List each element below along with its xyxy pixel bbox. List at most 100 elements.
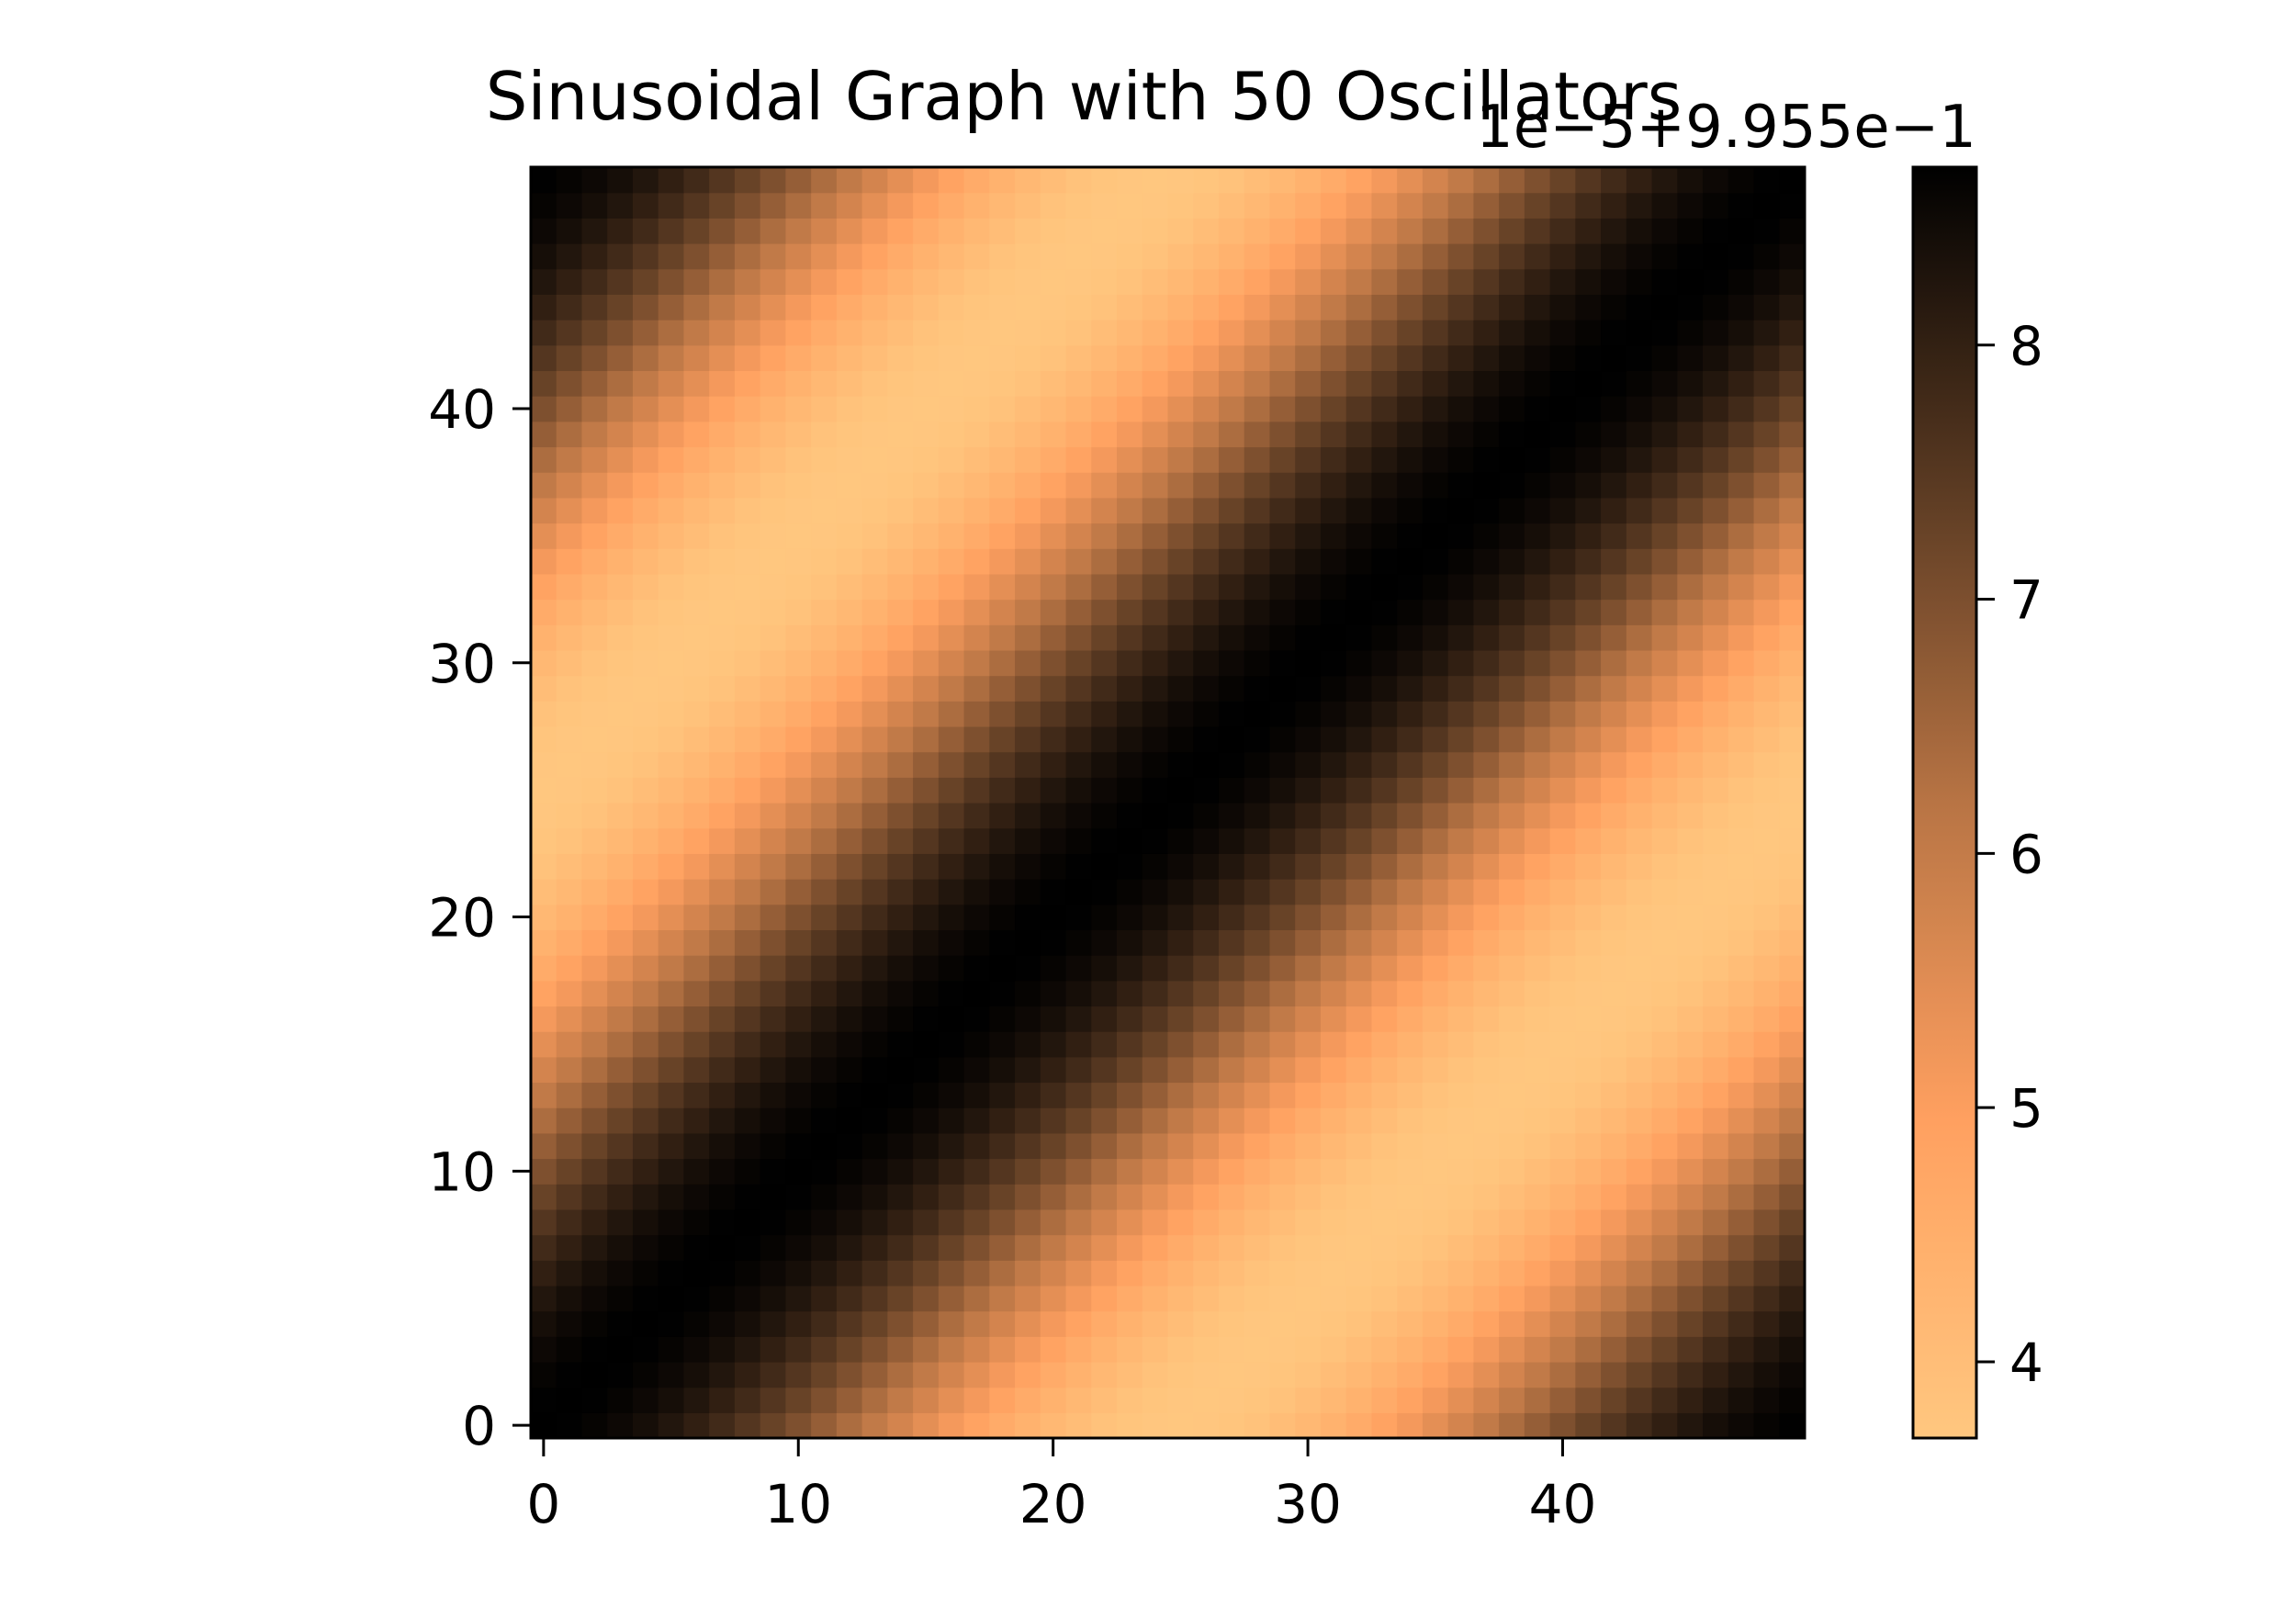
heatmap-cell bbox=[658, 1082, 685, 1108]
heatmap-cell bbox=[1244, 294, 1271, 320]
heatmap-cell bbox=[1703, 472, 1729, 499]
heatmap-cell bbox=[785, 1006, 812, 1032]
heatmap-cell bbox=[1524, 472, 1551, 499]
heatmap-cell bbox=[861, 294, 888, 320]
heatmap-cell bbox=[607, 929, 634, 956]
heatmap-cell bbox=[760, 1006, 786, 1032]
heatmap-cell bbox=[1218, 573, 1245, 601]
heatmap-cell bbox=[811, 344, 838, 372]
heatmap-cell bbox=[836, 320, 863, 346]
heatmap-cell bbox=[607, 879, 634, 905]
heatmap-cell bbox=[1753, 904, 1780, 930]
heatmap-cell bbox=[1397, 827, 1424, 854]
heatmap-cell bbox=[1473, 853, 1500, 880]
heatmap-cell bbox=[785, 1208, 812, 1236]
heatmap-cell bbox=[1397, 1031, 1424, 1058]
heatmap-cell bbox=[989, 446, 1016, 473]
heatmap-cell bbox=[1218, 1310, 1245, 1337]
heatmap-cell bbox=[1244, 192, 1271, 219]
heatmap-cell bbox=[1065, 1006, 1092, 1032]
heatmap-cell bbox=[989, 268, 1016, 295]
heatmap-cell bbox=[1703, 803, 1729, 829]
heatmap-cell bbox=[1065, 1107, 1092, 1134]
heatmap-cell bbox=[1422, 1184, 1449, 1210]
heatmap-cell bbox=[861, 523, 888, 549]
heatmap-cell bbox=[1499, 879, 1525, 905]
heatmap-cell bbox=[785, 294, 812, 320]
heatmap-cell bbox=[1269, 980, 1296, 1007]
heatmap-cell bbox=[1549, 1158, 1576, 1185]
heatmap-cell bbox=[1142, 320, 1169, 346]
heatmap-cell bbox=[989, 523, 1016, 549]
heatmap-cell bbox=[861, 1336, 888, 1363]
heatmap-cell bbox=[1422, 1006, 1449, 1032]
heatmap-cell bbox=[1753, 777, 1780, 804]
heatmap-cell bbox=[683, 243, 710, 270]
heatmap-cell bbox=[1320, 548, 1347, 575]
heatmap-cell bbox=[1422, 192, 1449, 219]
heatmap-cell bbox=[709, 268, 736, 295]
heatmap-cell bbox=[1473, 904, 1500, 930]
heatmap-cell bbox=[760, 396, 786, 422]
heatmap-cell bbox=[861, 1260, 888, 1287]
heatmap-cell bbox=[734, 396, 761, 422]
heatmap-cell bbox=[1753, 472, 1780, 499]
heatmap-cell bbox=[1753, 955, 1780, 982]
heatmap-cell bbox=[811, 1387, 838, 1413]
heatmap-cell bbox=[1703, 1132, 1729, 1160]
heatmap-cell bbox=[1677, 1234, 1704, 1261]
heatmap-cell bbox=[556, 929, 583, 956]
heatmap-cell bbox=[1040, 167, 1067, 194]
heatmap-cell bbox=[1703, 751, 1729, 778]
heatmap-cell bbox=[811, 675, 838, 702]
heatmap-cell bbox=[938, 624, 965, 651]
heatmap-cell bbox=[1244, 1208, 1271, 1236]
heatmap-cell bbox=[1626, 396, 1653, 422]
heatmap-cell bbox=[989, 599, 1016, 625]
heatmap-cell bbox=[1575, 649, 1602, 677]
heatmap-cell bbox=[1371, 1260, 1398, 1287]
heatmap-cell bbox=[1626, 725, 1653, 753]
heatmap-cell bbox=[1601, 446, 1627, 473]
heatmap-cell bbox=[989, 955, 1016, 982]
heatmap-cell bbox=[1244, 1412, 1271, 1439]
heatmap-cell bbox=[1473, 1208, 1500, 1236]
heatmap-cell bbox=[1218, 1056, 1245, 1084]
heatmap-cell bbox=[1626, 1310, 1653, 1337]
heatmap-cell bbox=[658, 218, 685, 244]
heatmap-cell bbox=[1601, 1031, 1627, 1058]
heatmap-cell bbox=[1091, 879, 1118, 905]
heatmap-cell bbox=[1167, 548, 1194, 575]
heatmap-cell bbox=[1117, 725, 1143, 753]
heatmap-cell bbox=[581, 955, 608, 982]
heatmap-cell bbox=[836, 1056, 863, 1084]
heatmap-cell bbox=[1651, 421, 1678, 448]
plot-area-frame bbox=[529, 165, 1806, 1440]
heatmap-cell bbox=[1524, 751, 1551, 778]
heatmap-cell bbox=[1142, 777, 1169, 804]
heatmap-cell bbox=[938, 344, 965, 372]
heatmap-cell bbox=[1473, 803, 1500, 829]
heatmap-cell bbox=[1499, 1056, 1525, 1084]
heatmap-cell bbox=[1091, 1031, 1118, 1058]
heatmap-cell bbox=[1117, 1234, 1143, 1261]
heatmap-cell bbox=[1703, 1260, 1729, 1287]
heatmap-cell bbox=[861, 268, 888, 295]
heatmap-cell bbox=[1065, 192, 1092, 219]
heatmap-cell bbox=[1269, 294, 1296, 320]
heatmap-cell bbox=[1167, 1132, 1194, 1160]
heatmap-cell bbox=[1703, 701, 1729, 727]
heatmap-cell bbox=[1244, 497, 1271, 524]
heatmap-cell bbox=[1549, 344, 1576, 372]
heatmap-cell bbox=[1218, 827, 1245, 854]
heatmap-cell bbox=[836, 624, 863, 651]
heatmap-cell bbox=[1218, 1082, 1245, 1108]
colorbar-tick-label: 8 bbox=[2009, 315, 2043, 377]
heatmap-cell bbox=[785, 1158, 812, 1185]
heatmap-cell bbox=[556, 446, 583, 473]
heatmap-cell bbox=[785, 167, 812, 194]
heatmap-cell bbox=[683, 853, 710, 880]
heatmap-cell bbox=[861, 1184, 888, 1210]
heatmap-cell bbox=[607, 980, 634, 1007]
